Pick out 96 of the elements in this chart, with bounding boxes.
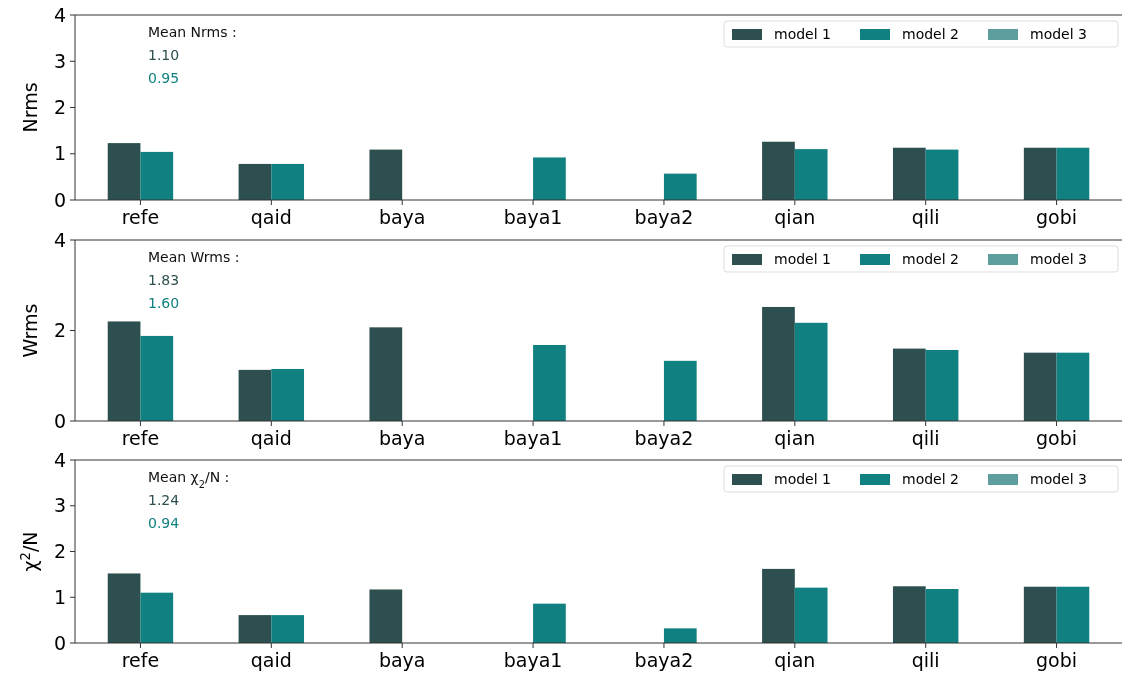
x-tick-label: gobi	[1036, 427, 1078, 449]
bar	[762, 568, 795, 643]
bar	[271, 615, 305, 643]
x-tick-label: qian	[774, 427, 816, 449]
y-tick-label: 1	[53, 585, 66, 608]
x-tick-label: qaid	[250, 649, 292, 671]
legend-label: model 2	[902, 470, 959, 487]
bar	[238, 615, 272, 643]
legend-label: model 3	[1030, 470, 1087, 487]
bar	[1023, 147, 1057, 200]
y-tick-label: 2	[53, 96, 66, 119]
x-tick-label: qaid	[250, 206, 292, 228]
bar	[663, 173, 697, 200]
bar	[794, 322, 828, 421]
x-tick-label: baya2	[634, 206, 694, 228]
bar	[140, 335, 174, 421]
y-tick-label: 4	[53, 228, 66, 251]
legend-label: model 1	[774, 470, 831, 487]
bar	[140, 592, 174, 643]
bar	[1056, 147, 1090, 200]
bar	[533, 603, 566, 643]
x-tick-label: baya	[378, 649, 426, 671]
y-axis-title: Nrms	[19, 82, 41, 133]
x-tick-label: baya1	[503, 427, 563, 449]
x-tick-label: refe	[121, 206, 160, 228]
bar	[762, 306, 795, 421]
legend-label: model 1	[774, 25, 831, 42]
y-tick-label: 3	[53, 494, 66, 517]
bar	[925, 349, 959, 421]
bar	[369, 149, 403, 200]
bar	[892, 586, 926, 643]
bar	[107, 321, 141, 421]
bar	[107, 573, 141, 643]
y-tick-label: 4	[53, 448, 66, 471]
bar	[140, 151, 174, 200]
x-tick-label: qian	[774, 206, 816, 228]
y-tick-label: 0	[53, 188, 66, 211]
bar	[663, 628, 697, 643]
bar	[238, 163, 272, 200]
x-tick-label: qian	[774, 649, 816, 671]
legend-label: model 1	[774, 250, 831, 267]
bar	[369, 327, 403, 421]
legend-label: model 3	[1030, 250, 1087, 267]
x-tick-label: baya1	[503, 649, 563, 671]
x-tick-label: baya1	[503, 206, 563, 228]
annotation: Mean Nrms :	[148, 24, 237, 40]
y-tick-label: 0	[53, 409, 66, 432]
legend-label: model 2	[902, 250, 959, 267]
bar	[271, 368, 305, 421]
annotation: Mean Wrms :	[148, 249, 240, 265]
annotation: 0.94	[148, 515, 180, 531]
legend-label: model 2	[902, 25, 959, 42]
bar	[1056, 352, 1090, 421]
x-tick-label: refe	[121, 427, 160, 449]
bar	[663, 360, 697, 421]
x-tick-label: qaid	[250, 427, 292, 449]
annotation: Mean χ$_{2}$/N :	[148, 469, 230, 490]
x-tick-label: qili	[911, 649, 940, 671]
bar	[107, 143, 141, 200]
x-tick-label: qili	[911, 206, 940, 228]
annotation: 1.83	[148, 272, 180, 288]
x-tick-label: baya2	[634, 649, 694, 671]
bar	[1023, 352, 1057, 421]
legend-label: model 3	[1030, 25, 1087, 42]
annotation: 1.60	[148, 295, 180, 311]
bar	[892, 348, 926, 421]
x-tick-label: qili	[911, 427, 940, 449]
y-tick-label: 3	[53, 49, 66, 72]
bar	[925, 589, 959, 643]
x-tick-label: baya	[378, 427, 426, 449]
y-tick-label: 2	[53, 319, 66, 342]
x-tick-label: gobi	[1036, 649, 1078, 671]
y-tick-label: 2	[53, 540, 66, 563]
x-tick-label: baya	[378, 206, 426, 228]
bar	[762, 141, 795, 200]
bar	[1023, 586, 1057, 643]
annotation: 1.24	[148, 492, 180, 508]
bar	[1056, 586, 1090, 643]
y-tick-label: 4	[53, 3, 66, 26]
annotation: 0.95	[148, 70, 180, 86]
bar	[794, 587, 828, 643]
x-tick-label: baya2	[634, 427, 694, 449]
bar	[925, 149, 959, 200]
x-tick-label: refe	[121, 649, 160, 671]
bar	[533, 344, 566, 421]
x-tick-label: gobi	[1036, 206, 1078, 228]
y-tick-label: 1	[53, 142, 66, 165]
y-axis-title: Wrms	[19, 303, 41, 358]
bar	[794, 149, 828, 200]
bar	[369, 589, 403, 643]
bar	[892, 147, 926, 200]
annotation: 1.10	[148, 47, 180, 63]
y-tick-label: 0	[53, 631, 66, 654]
bar	[271, 163, 305, 200]
bar	[533, 157, 566, 200]
bar	[238, 369, 272, 421]
